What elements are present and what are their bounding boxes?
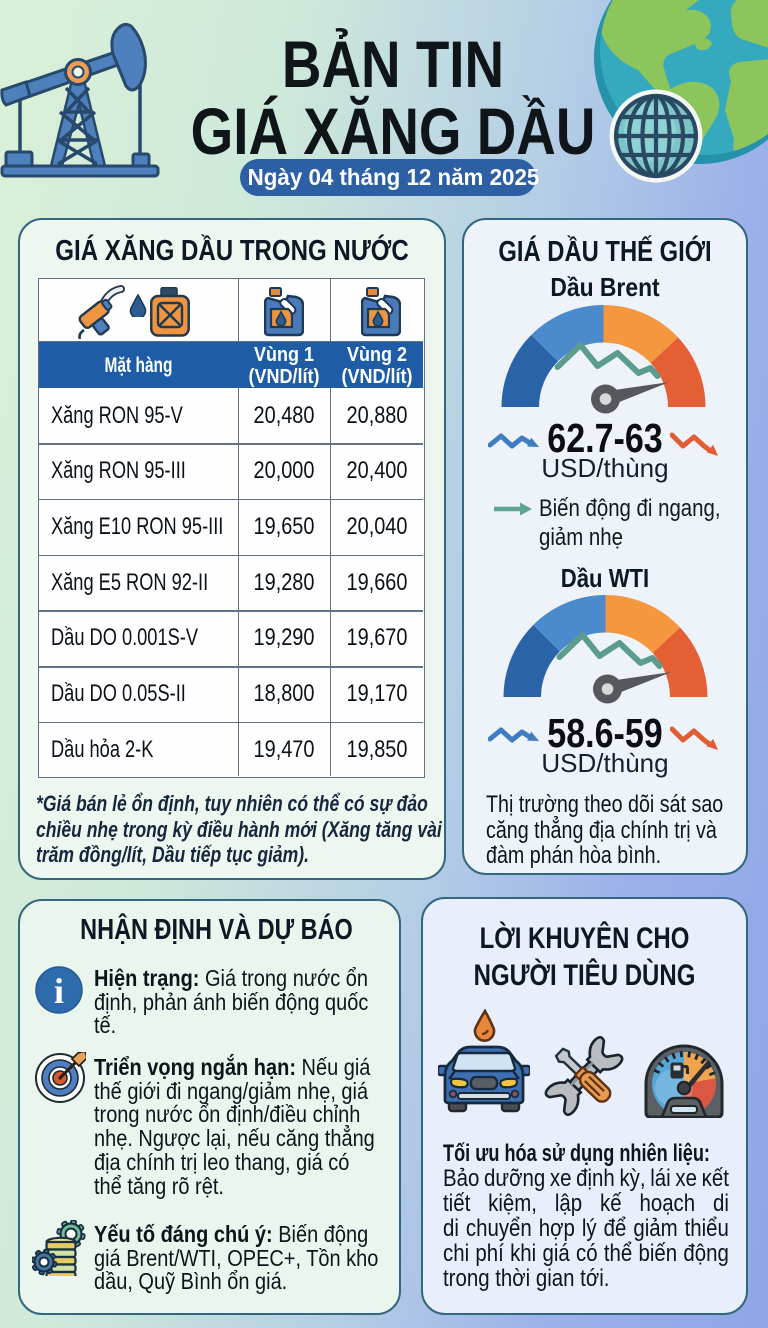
svg-text:i: i — [54, 971, 64, 1011]
